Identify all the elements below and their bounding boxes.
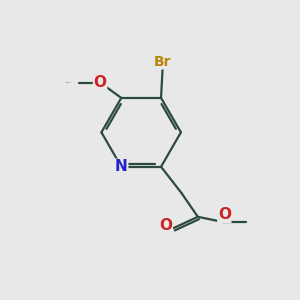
Text: methoxy: methoxy	[65, 81, 72, 83]
Text: O: O	[218, 207, 231, 222]
Text: Br: Br	[154, 55, 171, 69]
Text: N: N	[115, 159, 128, 174]
Text: O: O	[159, 218, 172, 233]
Text: O: O	[94, 75, 106, 90]
